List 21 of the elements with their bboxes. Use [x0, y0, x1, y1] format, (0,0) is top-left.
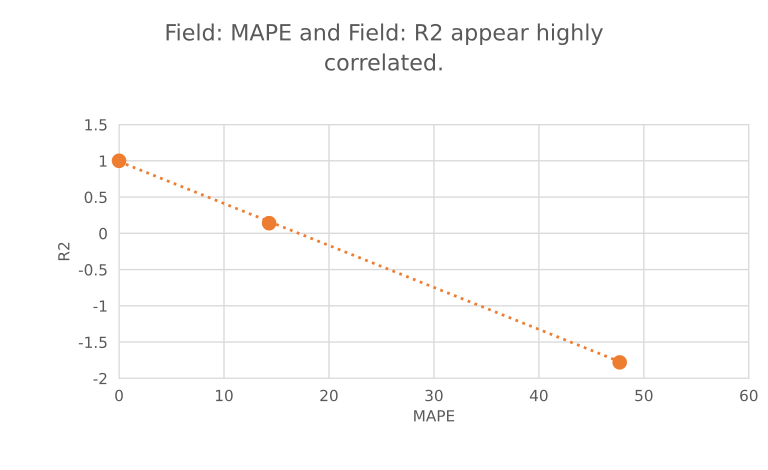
y-tick-label: -1.5	[78, 336, 107, 348]
x-tick-label: 30	[425, 390, 443, 402]
y-tick-label: 0	[99, 228, 107, 240]
x-tick-label: 10	[216, 390, 233, 402]
y-axis-title: R2	[58, 242, 70, 260]
y-tick-label: -1	[93, 300, 107, 312]
y-tick-label: 1	[100, 155, 107, 167]
x-tick-label: 50	[635, 390, 653, 402]
y-tick-label: 0.5	[84, 192, 107, 204]
x-tick-label: 60	[740, 390, 758, 402]
point	[262, 216, 276, 230]
point	[612, 355, 627, 370]
y-tick-label: 1.5	[85, 119, 107, 131]
point	[112, 154, 126, 168]
x-tick-label: 20	[320, 390, 338, 402]
y-tick-label: -0.5	[78, 264, 107, 276]
chart-title: Field: MAPE and Field: R2 appear highly correlated.	[166, 24, 603, 71]
y-tick-label: -2	[93, 372, 106, 384]
x-axis-title: MAPE	[414, 410, 454, 422]
x-tick-label: 0	[115, 390, 123, 402]
x-tick-label: 40	[530, 390, 548, 402]
